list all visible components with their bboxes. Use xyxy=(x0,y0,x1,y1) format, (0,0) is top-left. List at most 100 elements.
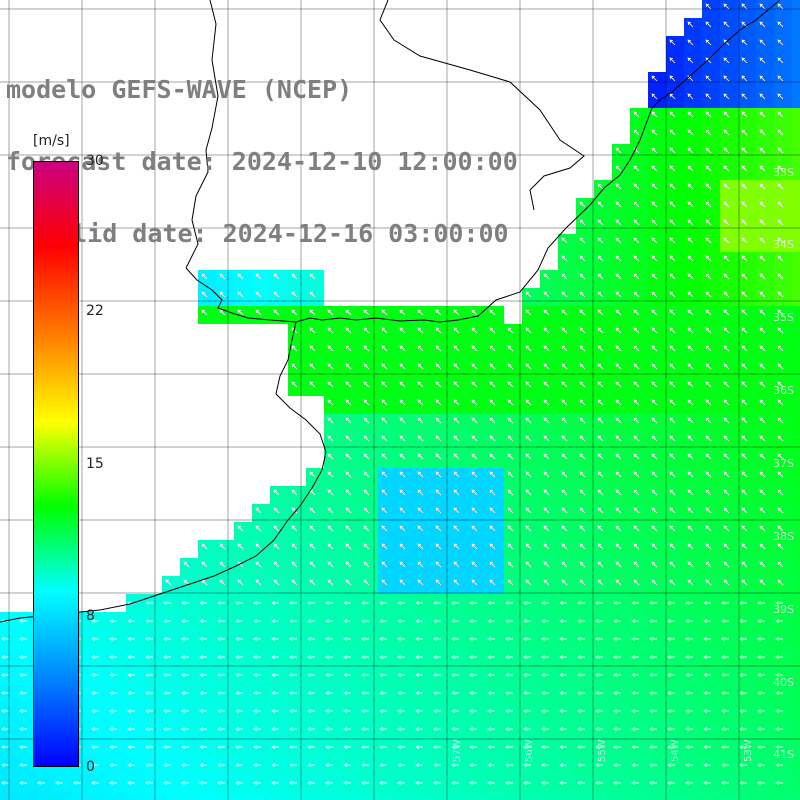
speed-cell xyxy=(792,306,800,324)
wind-arrow xyxy=(507,489,514,496)
wind-arrow xyxy=(777,75,784,82)
wind-arrow xyxy=(561,255,568,262)
wind-arrow xyxy=(561,507,568,514)
wind-arrow xyxy=(597,327,604,334)
wind-arrow xyxy=(561,237,568,244)
wind-arrow xyxy=(399,309,406,316)
wind-arrow xyxy=(579,327,586,334)
wind-arrow xyxy=(723,489,730,496)
wind-arrow xyxy=(723,471,730,478)
wind-arrow xyxy=(651,345,658,352)
speed-cell xyxy=(252,792,270,800)
wind-arrow xyxy=(363,363,370,370)
speed-cell xyxy=(648,792,666,800)
wind-arrow xyxy=(327,345,334,352)
wind-arrow xyxy=(417,579,424,586)
speed-cell xyxy=(378,792,396,800)
wind-arrow xyxy=(615,255,622,262)
colorbar-tick: 22 xyxy=(86,303,104,319)
wind-arrow xyxy=(471,327,478,334)
wind-arrow xyxy=(723,399,730,406)
wind-arrow xyxy=(597,183,604,190)
wind-arrow xyxy=(273,543,280,550)
wind-arrow xyxy=(615,489,622,496)
wind-arrow xyxy=(399,417,406,424)
speed-cell xyxy=(792,468,800,486)
wind-arrow xyxy=(237,561,244,568)
wind-arrow xyxy=(669,129,676,136)
wind-arrow xyxy=(633,273,640,280)
wind-arrow xyxy=(381,309,388,316)
speed-cell xyxy=(774,792,792,800)
wind-arrow xyxy=(471,489,478,496)
wind-arrow xyxy=(723,291,730,298)
wind-arrow xyxy=(597,579,604,586)
wind-arrow xyxy=(669,165,676,172)
wind-arrow xyxy=(759,39,766,46)
wind-arrow xyxy=(595,601,603,605)
speed-cell xyxy=(792,72,800,90)
speed-cell xyxy=(504,792,522,800)
speed-cell xyxy=(792,54,800,72)
wind-arrow xyxy=(633,417,640,424)
wind-arrow xyxy=(363,327,370,334)
wind-arrow xyxy=(759,471,766,478)
speed-cell xyxy=(90,792,108,800)
wind-arrow xyxy=(723,39,730,46)
wind-arrow xyxy=(597,417,604,424)
wind-arrow xyxy=(541,601,549,605)
wind-arrow xyxy=(291,345,298,352)
wind-arrow xyxy=(471,345,478,352)
wind-arrow xyxy=(651,363,658,370)
speed-cell xyxy=(792,738,800,756)
wind-arrow xyxy=(417,363,424,370)
wind-arrow xyxy=(309,543,316,550)
wind-arrow xyxy=(417,381,424,388)
wind-arrow xyxy=(543,471,550,478)
wind-arrow xyxy=(345,363,352,370)
wind-arrow xyxy=(597,435,604,442)
wind-arrow xyxy=(363,579,370,586)
wind-arrow xyxy=(741,3,748,10)
wind-arrow xyxy=(705,507,712,514)
wind-arrow xyxy=(723,57,730,64)
wind-arrow xyxy=(687,129,694,136)
wind-arrow xyxy=(741,435,748,442)
wind-arrow xyxy=(669,435,676,442)
wind-arrow xyxy=(651,471,658,478)
wind-arrow xyxy=(669,273,676,280)
wind-arrow xyxy=(669,201,676,208)
wind-arrow xyxy=(705,237,712,244)
speed-cell xyxy=(792,612,800,630)
speed-cell xyxy=(198,792,216,800)
wind-arrow xyxy=(525,309,532,316)
wind-arrow xyxy=(687,471,694,478)
wind-arrow xyxy=(253,601,261,605)
wind-arrow xyxy=(687,489,694,496)
wind-arrow xyxy=(777,21,784,28)
wind-arrow xyxy=(417,489,424,496)
wind-arrow xyxy=(741,525,748,532)
wind-arrow xyxy=(705,471,712,478)
colorbar-tick: 8 xyxy=(86,608,95,624)
wind-arrow xyxy=(381,327,388,334)
wind-arrow xyxy=(579,309,586,316)
speed-cell xyxy=(792,396,800,414)
wind-arrow xyxy=(651,201,658,208)
speed-cell xyxy=(450,792,468,800)
wind-arrow xyxy=(543,345,550,352)
wind-arrow xyxy=(741,201,748,208)
wind-arrow xyxy=(255,543,262,550)
speed-cell xyxy=(738,792,756,800)
wind-arrow xyxy=(291,309,298,316)
wind-arrow xyxy=(363,453,370,460)
wind-arrow xyxy=(507,579,514,586)
speed-cell xyxy=(792,234,800,252)
wind-arrow xyxy=(723,453,730,460)
wind-arrow xyxy=(309,291,316,298)
wind-arrow xyxy=(453,363,460,370)
wind-arrow xyxy=(651,399,658,406)
wind-arrow xyxy=(381,525,388,532)
wind-arrow xyxy=(759,237,766,244)
wind-arrow xyxy=(615,471,622,478)
